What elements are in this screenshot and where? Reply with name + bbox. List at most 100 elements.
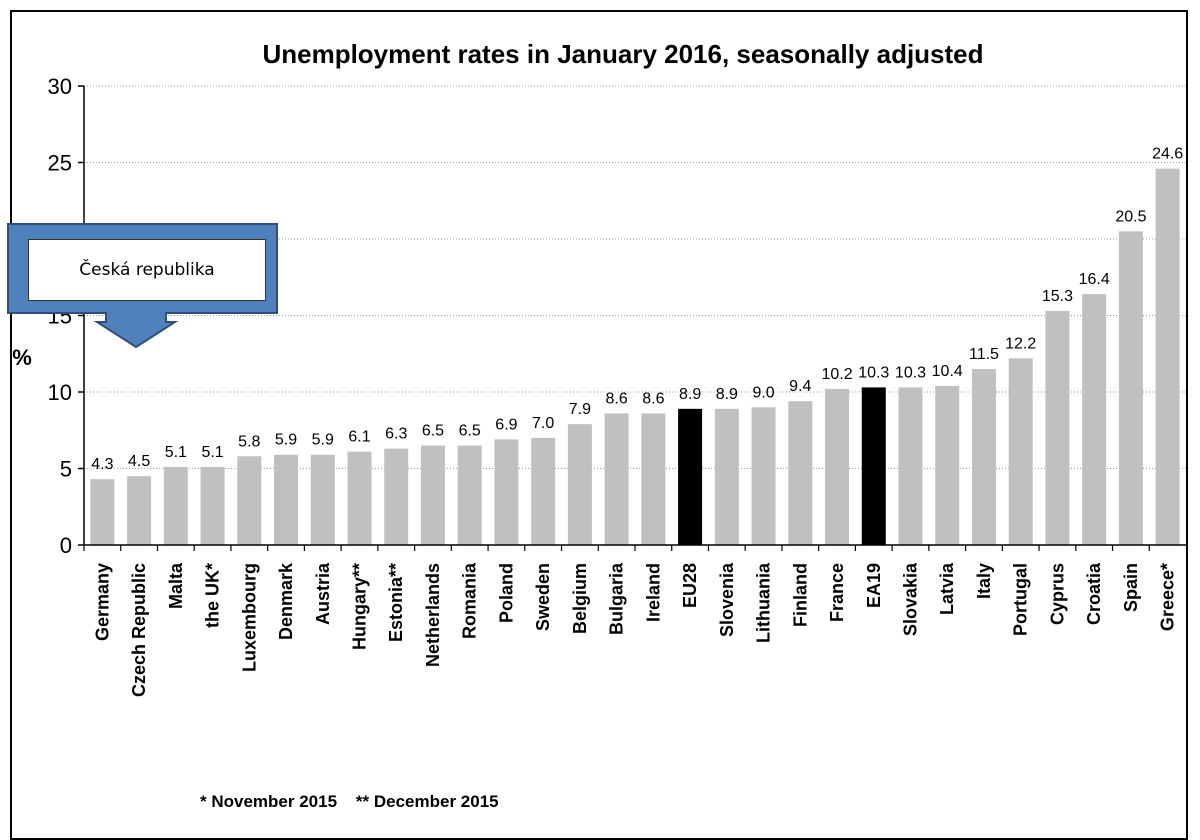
data-label: 5.1 [165,444,187,461]
data-label: 6.3 [385,426,407,443]
data-label: 9.0 [752,384,774,401]
bars [90,168,1180,545]
x-category-label: Romania [460,562,480,639]
data-label: 15.3 [1042,288,1073,305]
data-label: 11.5 [969,346,999,363]
x-category-label: the UK* [203,563,223,628]
data-label: 10.2 [821,366,852,383]
bar [935,385,960,545]
callout-label: Česká republika [28,239,266,301]
data-label: 20.5 [1115,208,1146,225]
bar [1155,168,1180,545]
data-label: 10.3 [895,364,926,381]
data-label: 8.6 [606,390,628,407]
bar [971,369,996,545]
data-label: 5.1 [201,444,223,461]
bar [200,466,225,545]
bar [898,387,923,545]
data-label: 6.9 [495,416,517,433]
data-label: 8.9 [679,386,701,403]
bar [310,454,335,545]
data-label: 9.4 [789,378,811,395]
bar [1118,231,1143,545]
x-category-label: Poland [496,563,516,623]
x-category-label: Sweden [533,563,553,631]
y-tick-label: 5 [60,457,72,482]
bar [163,466,188,545]
data-label: 10.3 [858,364,889,381]
bar [641,413,666,545]
bar [861,387,886,545]
data-labels: 4.3 4.5 5.1 5.1 5.8 5.9 5.9 6.1 6.3 6.5 6.5 6.9 7.0 7… [91,146,1183,474]
data-label: 8.9 [716,386,738,403]
bar [678,408,703,545]
data-label: 24.6 [1152,146,1183,163]
bar [1082,294,1107,545]
x-category-label: Italy [974,563,994,599]
x-category-label: France [827,563,847,622]
data-label: 4.3 [91,456,113,473]
data-label: 6.5 [459,423,481,440]
y-tick-label: 25 [48,151,72,176]
data-label: 7.0 [532,415,554,432]
bar [457,445,482,545]
x-category-label: Portugal [1011,563,1031,636]
x-category-label: Bulgaria [607,562,627,635]
bar [494,439,519,545]
x-category-label: Finland [790,563,810,627]
y-tick-label: 30 [48,74,72,99]
x-axis-categories: Germany Czech Republic Malta the UK* Luxembo… [83,545,1178,697]
footnote: * November 2015 ** December 2015 [200,792,499,811]
data-label: 6.1 [348,429,370,446]
x-category-label: Croatia [1084,562,1104,625]
bar [1008,358,1033,545]
x-category-label: Czech Republic [129,563,149,697]
bar [237,456,262,545]
bar [751,407,776,545]
y-axis-label: % [12,345,32,370]
data-label: 5.8 [238,433,260,450]
bar [90,479,115,545]
x-category-label: EA19 [864,563,884,608]
x-category-label: Malta [166,562,186,609]
x-category-label: Slovakia [901,562,921,636]
bar [567,424,592,545]
x-category-label: EU28 [680,563,700,608]
data-label: 7.9 [569,401,591,418]
bar [384,448,409,545]
x-category-label: Hungary** [350,563,370,650]
data-label: 10.4 [932,363,963,380]
x-category-label: Germany [92,563,112,641]
data-label: 5.9 [312,432,334,449]
bar [274,454,299,545]
bar [714,408,739,545]
x-category-label: Slovenia [717,562,737,637]
data-label: 4.5 [128,453,150,470]
bar [127,476,152,545]
x-category-label: Latvia [937,562,957,615]
data-label: 5.9 [275,432,297,449]
x-category-label: Estonia** [386,563,406,642]
x-category-label: Luxembourg [239,563,259,672]
bar [420,445,445,545]
x-category-label: Austria [313,562,333,625]
x-category-label: Belgium [570,563,590,634]
chart-title: Unemployment rates in January 2016, seas… [262,39,983,69]
bar [531,437,556,545]
bar [788,401,813,545]
x-category-label: Lithuania [754,562,774,643]
y-tick-label: 10 [48,380,72,405]
y-tick-label: 0 [60,533,72,558]
x-category-label: Ireland [643,563,663,622]
data-label: 8.6 [642,390,664,407]
bar [1045,310,1070,545]
data-label: 12.2 [1005,335,1036,352]
x-category-label: Denmark [276,562,296,640]
bar [604,413,629,545]
x-category-label: Spain [1121,563,1141,612]
x-category-label: Cyprus [1047,563,1067,625]
bar [347,451,372,545]
x-category-label: Netherlands [423,563,443,667]
data-label: 6.5 [422,423,444,440]
